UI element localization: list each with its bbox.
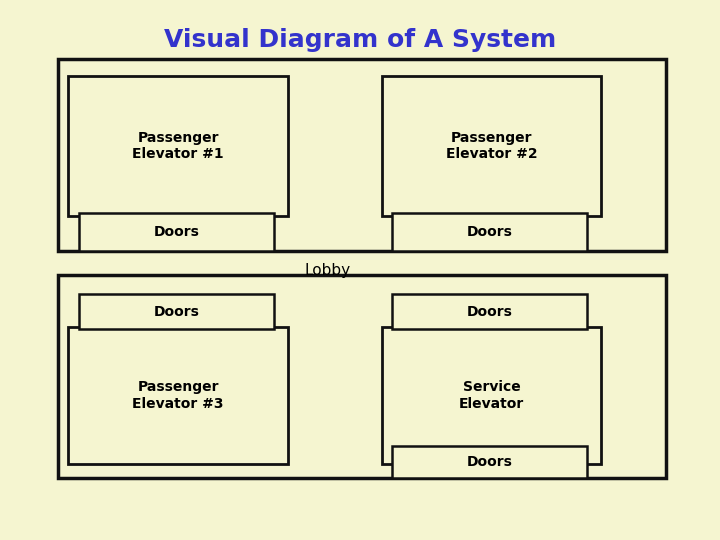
Bar bbox=[68, 327, 288, 464]
Bar bbox=[382, 327, 601, 464]
Text: Doors: Doors bbox=[153, 305, 199, 319]
Text: Lobby: Lobby bbox=[305, 262, 351, 278]
Text: Passenger
Elevator #2: Passenger Elevator #2 bbox=[446, 131, 537, 161]
Text: Doors: Doors bbox=[467, 305, 513, 319]
Bar bbox=[68, 76, 288, 216]
Text: Doors: Doors bbox=[153, 225, 199, 239]
Text: Doors: Doors bbox=[467, 455, 513, 469]
Bar bbox=[79, 213, 274, 251]
Text: Doors: Doors bbox=[467, 225, 513, 239]
Bar bbox=[58, 59, 666, 251]
Bar bbox=[79, 294, 274, 329]
Bar bbox=[392, 213, 587, 251]
Text: Passenger
Elevator #3: Passenger Elevator #3 bbox=[132, 381, 224, 410]
Bar bbox=[382, 76, 601, 216]
Text: Service
Elevator: Service Elevator bbox=[459, 381, 524, 410]
Bar bbox=[392, 294, 587, 329]
Bar bbox=[392, 446, 587, 478]
Text: Visual Diagram of A System: Visual Diagram of A System bbox=[164, 29, 556, 52]
Text: Passenger
Elevator #1: Passenger Elevator #1 bbox=[132, 131, 224, 161]
Bar bbox=[58, 275, 666, 478]
